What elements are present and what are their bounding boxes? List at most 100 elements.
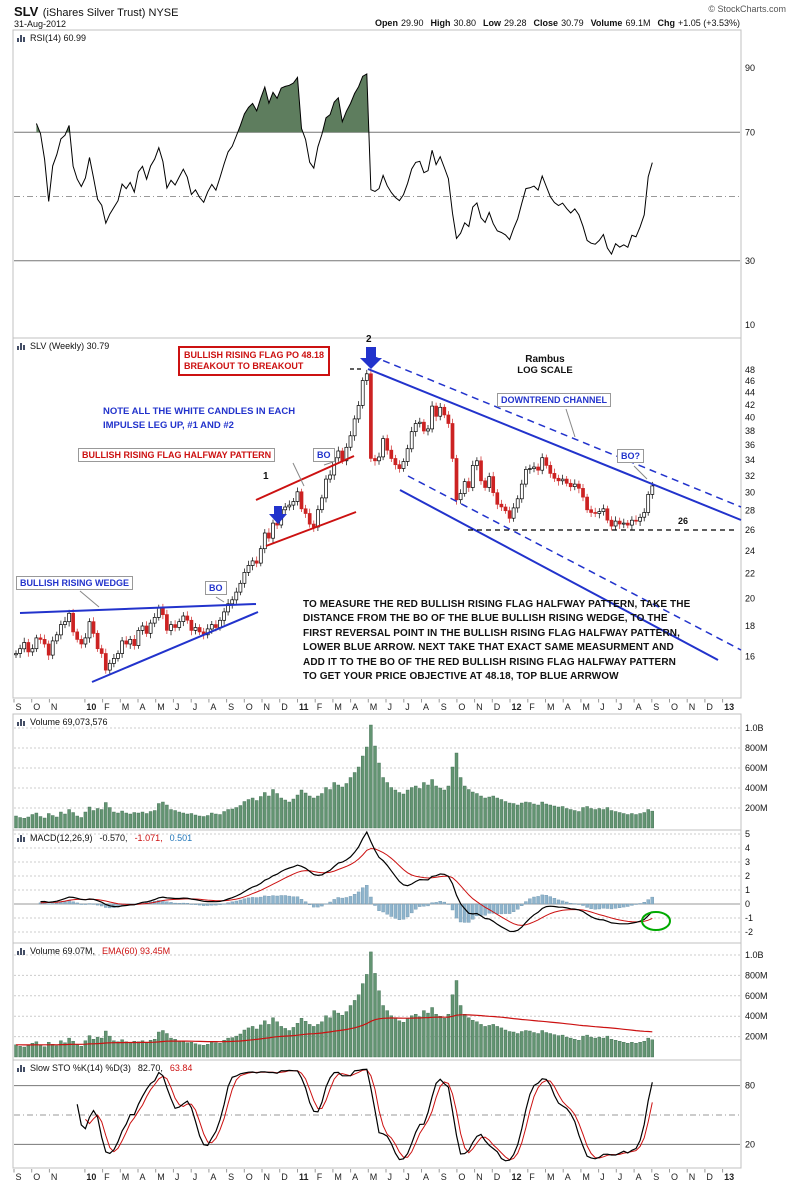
axis-label: 48 <box>745 365 755 375</box>
month-label: J <box>600 702 605 712</box>
quote-chg-value: +1.05 (+3.53%) <box>677 18 740 28</box>
quote-volume-label: Volume <box>590 18 623 28</box>
symbol-ticker: SLV <box>14 4 39 19</box>
axis-label: 600M <box>745 991 768 1001</box>
axis-label: 46 <box>745 376 755 386</box>
quote-close-label: Close <box>533 18 559 28</box>
month-label: N <box>51 1172 58 1182</box>
rsi-overbought-fill <box>322 74 369 133</box>
stoch-k-value: 82.70, <box>137 1063 163 1073</box>
month-label: N <box>264 702 271 712</box>
axis-label: 3 <box>745 857 750 867</box>
po-target-arrow-icon <box>360 347 382 369</box>
month-label: F <box>529 1172 535 1182</box>
downtrend-lower-line <box>399 489 719 661</box>
stoch-panel-label: Slow STO %K(14) %D(3) 82.70, 63.84 <box>16 1063 195 1073</box>
month-label: S <box>16 702 22 712</box>
flag-callout-pointer <box>292 462 305 487</box>
axis-label: 26 <box>745 525 755 535</box>
month-label: J <box>618 702 623 712</box>
month-label: O <box>458 702 465 712</box>
axis-label: 10 <box>745 320 755 330</box>
rambus-signature: Rambus LOG SCALE <box>500 354 590 376</box>
month-label: D <box>706 1172 713 1182</box>
downtrend-lower-dashed-line <box>407 475 742 651</box>
axis-label: 20 <box>745 1139 755 1149</box>
support-level-26-label: 26 <box>678 516 689 526</box>
axis-label: 1.0B <box>745 723 764 733</box>
axis-label: 70 <box>745 127 755 137</box>
month-label: M <box>157 1172 165 1182</box>
bo-flag-callout: BO <box>313 448 335 462</box>
downtrend-upper-dashed-line <box>371 355 742 508</box>
measurement-note-line5: ADD IT TO THE BO OF THE RED BULLISH RISI… <box>303 656 676 668</box>
month-label: 10 <box>86 702 96 712</box>
volume2-ema-value: EMA(60) 93.45M <box>102 946 171 956</box>
month-label: F <box>317 702 323 712</box>
rsi-panel-label: RSI(14) 60.99 <box>16 33 89 43</box>
month-label: J <box>618 1172 623 1182</box>
axis-label: 800M <box>745 743 768 753</box>
axis-label: 24 <box>745 546 755 556</box>
reversal-point-arrow-icon <box>269 506 287 524</box>
axis-label: -2 <box>745 927 753 937</box>
axis-label: 1.0B <box>745 950 764 960</box>
po-text-line2: BREAKOUT TO BREAKOUT <box>184 361 304 371</box>
month-label: J <box>175 1172 180 1182</box>
bo-question-pointer <box>633 465 648 480</box>
axis-label: 34 <box>745 455 755 465</box>
chart-date: 31-Aug-2012 <box>14 19 67 29</box>
axis-label: 44 <box>745 388 755 398</box>
month-label: D <box>494 1172 501 1182</box>
volume-bars <box>14 724 654 829</box>
wedge-upper-line <box>19 603 257 614</box>
month-label: O <box>246 1172 253 1182</box>
axis-label: 40 <box>745 413 755 423</box>
month-label: O <box>246 702 253 712</box>
quote-volume-value: 69.1M <box>625 18 651 28</box>
volume-ema-line <box>16 1014 653 1046</box>
quote-open-label: Open <box>374 18 398 28</box>
axis-label: 1 <box>745 885 750 895</box>
measurement-note-line6: TO GET YOUR PRICE OBJECTIVE AT 48.18, TO… <box>303 671 619 683</box>
wedge-lower-line <box>91 611 259 683</box>
rsi-label-text: RSI(14) 60.99 <box>30 33 87 43</box>
macd-histogram <box>38 885 654 923</box>
volume-panel-label: Volume 69,073,576 <box>16 717 111 727</box>
axis-label: 28 <box>745 506 755 516</box>
month-label: A <box>210 702 216 712</box>
axis-label: 38 <box>745 426 755 436</box>
price-label-text: SLV (Weekly) 30.79 <box>30 341 110 351</box>
candlestick-icon <box>17 343 25 350</box>
wedge-callout-pointer <box>79 590 100 608</box>
month-label: 12 <box>512 702 522 712</box>
month-label: N <box>476 1172 483 1182</box>
month-label: N <box>689 702 696 712</box>
volume-ema-panel-label: Volume 69.07M, EMA(60) 93.45M <box>16 946 173 956</box>
month-label: A <box>565 1172 571 1182</box>
panel-frame <box>12 337 742 699</box>
rising-wedge-callout: BULLISH RISING WEDGE <box>16 576 134 590</box>
indicator-icon <box>17 1065 25 1072</box>
month-label: N <box>264 1172 271 1182</box>
flag-lower-line <box>265 511 357 547</box>
month-label: F <box>529 702 535 712</box>
axis-label: 4 <box>745 843 750 853</box>
axis-label: 16 <box>745 652 755 662</box>
month-label: J <box>175 702 180 712</box>
price-objective-callout: BULLISH RISING FLAG PO 48.18 BREAKOUT TO… <box>178 346 331 376</box>
axis-label: 200M <box>745 1032 768 1042</box>
month-label: M <box>122 1172 130 1182</box>
downtrend-channel-callout: DOWNTREND CHANNEL <box>497 393 611 407</box>
flag-upper-line <box>255 455 355 501</box>
quote-line: Open 29.90 High 30.80 Low 29.28 Close 30.79 Volu… <box>368 18 740 28</box>
month-label: O <box>33 702 40 712</box>
quote-low-label: Low <box>483 18 502 28</box>
month-label: O <box>458 1172 465 1182</box>
axis-label: 400M <box>745 783 768 793</box>
month-label: J <box>193 1172 198 1182</box>
macd-signal-line <box>40 848 653 926</box>
month-label: F <box>104 1172 110 1182</box>
